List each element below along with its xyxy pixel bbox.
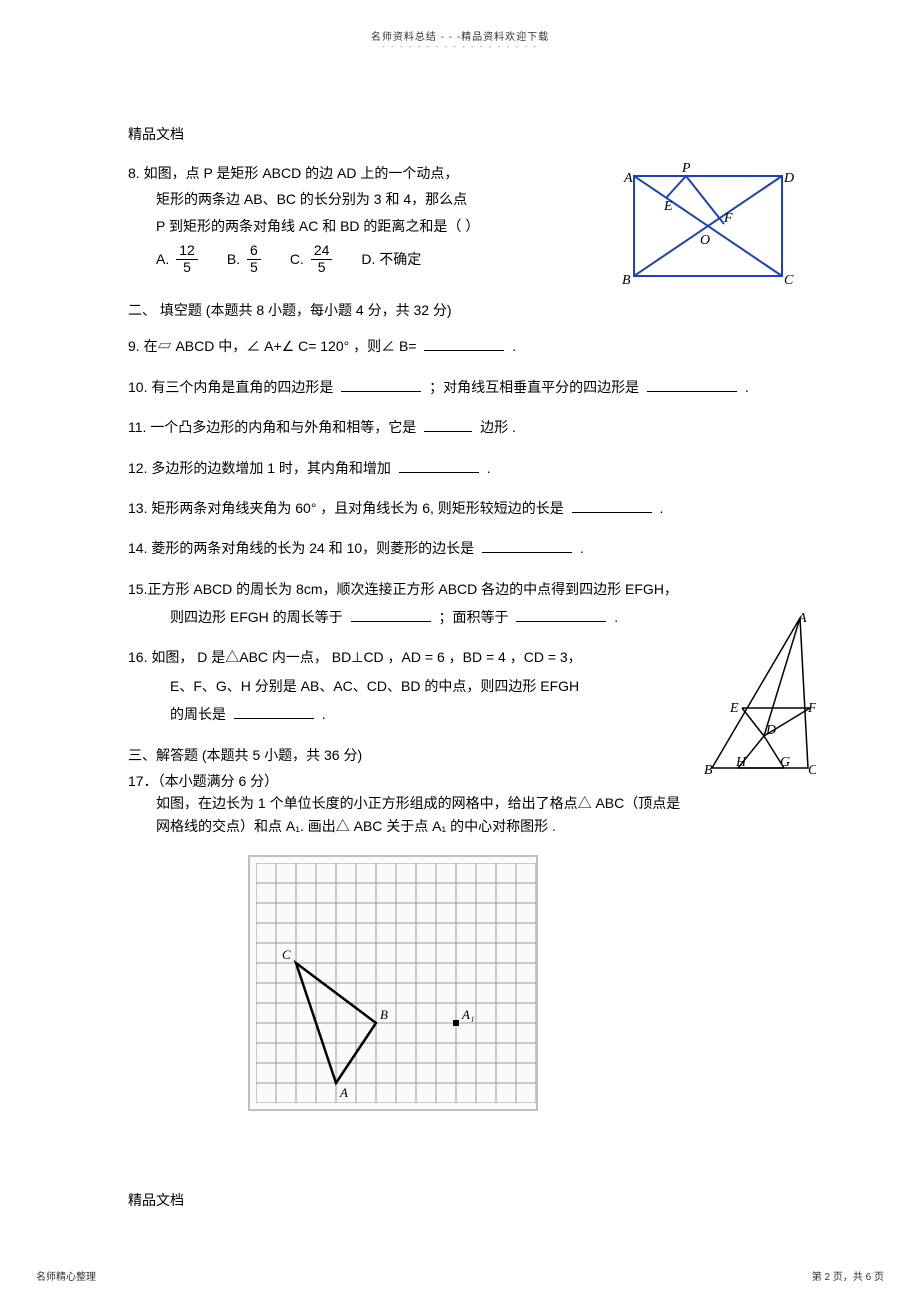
svg-text:A: A [339,1085,348,1100]
blank [647,378,737,392]
content-body: 8. 如图，点 P 是矩形 ABCD 的边 AD 上的一个动点， 矩形的两条边 … [128,162,798,1111]
q8-line2: 矩形的两条边 AB、BC 的长分别为 3 和 4，那么点 [128,188,588,210]
question-14: 14. 菱形的两条对角线的长为 24 和 10，则菱形的边长是 . [128,537,798,559]
q13-tail: . [660,500,664,516]
q8-opt-b: B. 6 5 [227,243,264,275]
question-12: 12. 多边形的边数增加 1 时，其内角和增加 . [128,457,798,479]
grid-svg: A B C A₁ [256,863,536,1103]
section-3-title: 三、解答题 (本题共 5 小题，共 36 分) [128,744,798,766]
question-17: 17．（本小题满分 6 分） 如图，在边长为 1 个单位长度的小正方形组成的网格… [128,770,798,837]
q16-text-b: E、F、G、H 分别是 AB、AC、CD、BD 的中点，则四边形 EFGH [128,675,668,697]
q15-text-b: 则四边形 EFGH 的周长等于 [170,609,347,625]
fraction-num: 6 [247,243,261,259]
blank [351,608,431,622]
fraction-den: 5 [247,260,261,275]
footer-right: 第 2 页，共 6 页 [812,1268,884,1283]
q9-tail: . [512,338,516,354]
fraction-num: 24 [311,243,333,259]
q8-line3: P 到矩形的两条对角线 AC 和 BD 的距离之和是（ ） [128,215,588,237]
q15-tail: . [614,609,618,625]
q8-optC-frac: 24 5 [311,243,333,275]
q10-text-a: 10. 有三个内角是直角的四边形是 [128,379,337,395]
q17-title: 17．（本小题满分 6 分） [128,770,798,792]
q16-text-a: 16. 如图， D 是△ABC 内一点， BD⊥CD ，AD = 6 ，BD =… [128,646,668,668]
footer-left: 名师精心整理 [36,1268,96,1283]
svg-text:A: A [797,612,807,626]
q8-opt-d: D. 不确定 [361,248,421,270]
question-11: 11. 一个凸多边形的内角和与外角和相等，它是 边形 . [128,416,798,438]
question-13: 13. 矩形两条对角线夹角为 60° ，且对角线长为 6, 则矩形较短边的长是 … [128,497,798,519]
question-8: 8. 如图，点 P 是矩形 ABCD 的边 AD 上的一个动点， 矩形的两条边 … [128,162,588,275]
q8-optB-label: B. [227,248,240,270]
q14-tail: . [580,540,584,556]
q16-text-c: 的周长是 [170,706,230,722]
q8-opt-c: C. 24 5 [290,243,336,275]
blank [572,499,652,513]
q8-optA-frac: 12 5 [176,243,198,275]
q11-text-a: 11. 一个凸多边形的内角和与外角和相等，它是 [128,419,420,435]
q12-tail: . [487,460,491,476]
svg-text:F: F [807,701,816,716]
q15-text-c: ；面积等于 [438,609,512,625]
svg-text:B: B [380,1007,388,1022]
fraction-den: 5 [311,260,333,275]
q12-text-a: 12. 多边形的边数增加 1 时，其内角和增加 [128,460,395,476]
q10-text-b: ；对角线互相垂直平分的四边形是 [429,379,643,395]
blank [341,378,421,392]
page-header-line2: - - - - - - - - - - - - - - - - - - [0,42,920,51]
svg-text:C: C [808,763,816,778]
doc-label-top: 精品文档 [128,124,184,144]
question-10: 10. 有三个内角是直角的四边形是 ；对角线互相垂直平分的四边形是 . [128,376,798,398]
q8-optB-frac: 6 5 [247,243,261,275]
q8-optC-label: C. [290,248,304,270]
svg-text:C: C [282,947,291,962]
blank [234,705,314,719]
doc-label-bottom: 精品文档 [128,1190,184,1210]
question-9: 9. 在▱ ABCD 中，∠ A+∠ C= 120° ，则∠ B= . [128,335,798,357]
grid-figure: A B C A₁ [248,855,538,1111]
question-15: 15.正方形 ABCD 的周长为 8cm，顺次连接正方形 ABCD 各边的中点得… [128,578,798,629]
q17-line1: 如图，在边长为 1 个单位长度的小正方形组成的网格中，给出了格点△ ABC（顶点… [128,792,798,814]
q8-optA-label: A. [156,248,169,270]
q9-text: 9. 在▱ ABCD 中，∠ A+∠ C= 120° ，则∠ B= [128,338,417,354]
q17-line2: 网格线的交点）和点 A₁. 画出△ ABC 关于点 A₁ 的中心对称图形 . [128,815,798,837]
q8-line1: 8. 如图，点 P 是矩形 ABCD 的边 AD 上的一个动点， [128,162,588,184]
fraction-den: 5 [176,260,198,275]
q16-tail: . [322,706,326,722]
q11-text-b: 边形 . [480,419,516,435]
section-2-title: 二、 填空题 (本题共 8 小题，每小题 4 分，共 32 分) [128,299,798,321]
question-16: 16. 如图， D 是△ABC 内一点， BD⊥CD ，AD = 6 ，BD =… [128,646,668,725]
blank [482,539,572,553]
blank [424,337,504,351]
fraction-num: 12 [176,243,198,259]
blank [399,459,479,473]
q8-options: A. 12 5 B. 6 5 C. 24 5 D. 不确 [128,243,588,275]
blank [424,418,472,432]
page-header-line1: 名师资料总结 - - -精品资料欢迎下载 [0,28,920,43]
q8-opt-a: A. 12 5 [156,243,201,275]
q13-text-a: 13. 矩形两条对角线夹角为 60° ，且对角线长为 6, 则矩形较短边的长是 [128,500,568,516]
svg-text:A₁: A₁ [461,1007,474,1022]
blank [516,608,606,622]
q15-text-a: 15.正方形 ABCD 的周长为 8cm，顺次连接正方形 ABCD 各边的中点得… [128,578,798,600]
q10-tail: . [745,379,749,395]
q14-text-a: 14. 菱形的两条对角线的长为 24 和 10，则菱形的边长是 [128,540,478,556]
